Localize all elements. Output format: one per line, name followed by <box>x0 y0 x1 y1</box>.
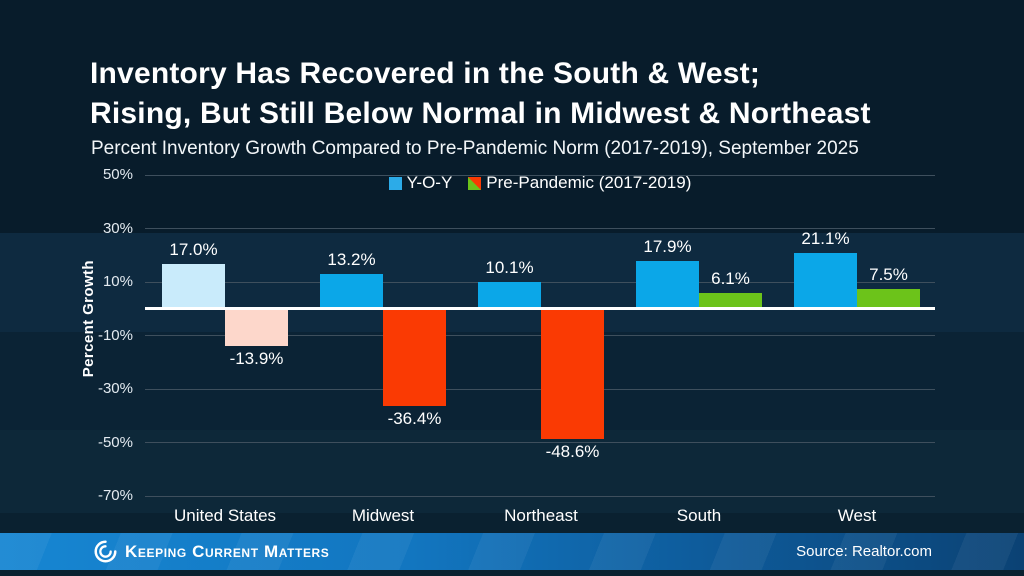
bar-value-label: -48.6% <box>545 442 600 461</box>
legend-marker-prepandemic <box>468 176 482 190</box>
y-tick-label: 30% <box>102 219 133 237</box>
legend-item: Y-O-Y <box>388 173 453 193</box>
y-tick-label: 50% <box>102 166 133 184</box>
y-tick-label: -30% <box>97 380 133 398</box>
legend-item-label: Pre-Pandemic (2017-2019) <box>486 173 692 192</box>
bar-value-label: 21.1% <box>801 228 850 248</box>
legend-item: Pre-Pandemic (2017-2019) <box>468 173 691 193</box>
x-category-label: United States <box>173 506 277 525</box>
bar-value-label: 7.5% <box>869 264 908 284</box>
bar-value-label: 6.1% <box>711 268 750 288</box>
kcm-logo-icon <box>94 540 117 563</box>
brand-name: Keeping Current Matters <box>125 541 330 561</box>
bar-yoy <box>320 273 383 309</box>
gridline <box>145 495 935 497</box>
source-credit: Source: Realtor.com <box>796 543 932 560</box>
bar-prepandemic <box>699 292 762 309</box>
bar-value-label: 17.0% <box>169 239 218 259</box>
x-category-label: South <box>676 506 722 525</box>
bar-yoy <box>162 263 225 309</box>
bar-value-label: 13.2% <box>327 249 376 269</box>
bar-value-label: 10.1% <box>485 257 534 277</box>
footer-bar: Keeping Current Matters Source: Realtor.… <box>0 533 1024 570</box>
x-category-label: Northeast <box>504 506 578 525</box>
bar-value-label: 17.9% <box>643 237 692 257</box>
kcm-logo: Keeping Current Matters <box>94 533 329 570</box>
bar-value-label: -36.4% <box>387 409 442 429</box>
y-tick-label: -10% <box>97 326 133 344</box>
chart-title: Inventory Has Recovered in the South & W… <box>90 57 871 131</box>
bar-yoy <box>794 252 857 309</box>
x-category-label: West <box>837 506 877 525</box>
bar-prepandemic <box>857 288 920 309</box>
gridline <box>145 228 935 230</box>
chart-subtitle: Percent Inventory Growth Compared to Pre… <box>91 138 859 159</box>
gridline <box>145 335 935 337</box>
legend-item-label: Y-O-Y <box>406 173 453 192</box>
gridline <box>145 442 935 444</box>
zero-baseline <box>145 307 935 310</box>
y-tick-label: 10% <box>102 273 133 291</box>
gridline <box>145 388 935 390</box>
bar-value-label: -13.9% <box>229 349 284 369</box>
bar-prepandemic <box>383 309 446 407</box>
x-category-label: Midwest <box>351 506 415 525</box>
y-tick-label: -50% <box>97 433 133 451</box>
bar-yoy <box>478 281 541 309</box>
y-tick-label: -70% <box>97 487 133 505</box>
bar-prepandemic <box>225 309 288 347</box>
bar-yoy <box>636 261 699 309</box>
legend-marker-yoy <box>388 176 402 190</box>
gridline <box>145 174 935 176</box>
bar-prepandemic <box>541 309 604 439</box>
chart-legend: Y-O-Y Pre-Pandemic (2017-2019) <box>145 173 935 193</box>
